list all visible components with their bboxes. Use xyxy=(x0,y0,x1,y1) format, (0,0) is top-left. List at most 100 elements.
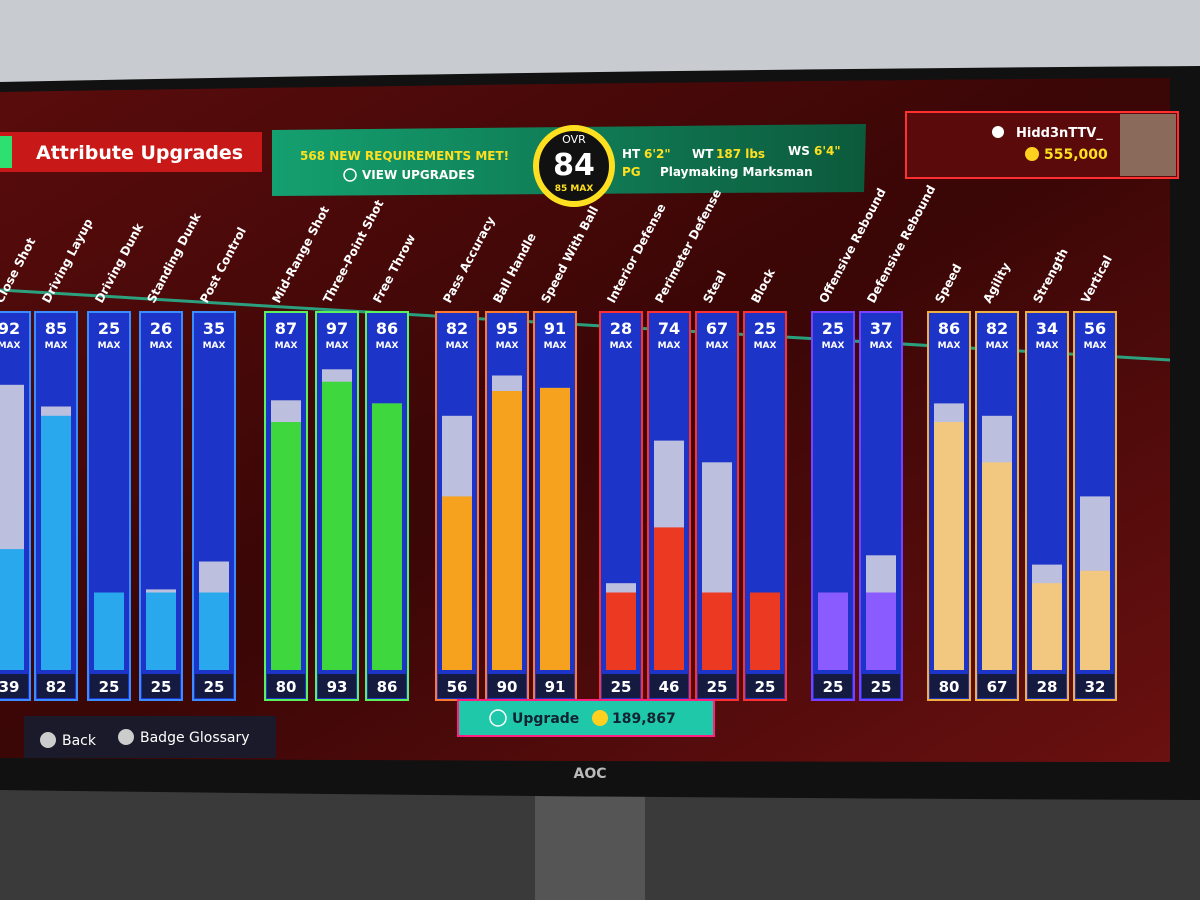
current-box xyxy=(930,674,968,698)
max-label: MAX xyxy=(376,341,399,351)
current-fill xyxy=(146,592,176,670)
current-value: 25 xyxy=(99,678,120,696)
current-box xyxy=(318,674,356,698)
current-box xyxy=(978,674,1016,698)
title-tab xyxy=(0,132,262,172)
current-fill xyxy=(702,592,732,670)
button-icon xyxy=(489,709,507,727)
monitor-stand xyxy=(535,780,645,900)
max-label: MAX xyxy=(822,341,845,351)
wt-value: 187 lbs xyxy=(716,147,765,161)
ws-value: 6'4" xyxy=(814,144,841,158)
current-value: 46 xyxy=(659,678,680,696)
max-value: 85 xyxy=(45,319,67,338)
max-value: 67 xyxy=(706,319,728,338)
max-value: 95 xyxy=(496,319,518,338)
current-fill xyxy=(866,592,896,670)
max-value: 25 xyxy=(822,319,844,338)
max-value: 86 xyxy=(938,319,960,338)
max-value: 25 xyxy=(98,319,120,338)
current-fill xyxy=(372,403,402,670)
current-fill xyxy=(199,592,229,670)
current-value: 25 xyxy=(755,678,776,696)
current-box xyxy=(746,674,784,698)
max-label: MAX xyxy=(986,341,1009,351)
current-value: 67 xyxy=(987,678,1008,696)
max-value: 35 xyxy=(203,319,225,338)
max-label: MAX xyxy=(150,341,173,351)
max-value: 86 xyxy=(376,319,398,338)
vc-balance: 555,000 xyxy=(1044,147,1108,163)
position: PG xyxy=(622,165,641,179)
upgrade-button[interactable] xyxy=(457,699,715,737)
ovr-label: OVR xyxy=(562,133,586,146)
current-fill xyxy=(982,462,1012,670)
title-accent xyxy=(0,136,12,168)
current-value: 93 xyxy=(327,678,348,696)
current-value: 25 xyxy=(151,678,172,696)
current-fill xyxy=(442,496,472,670)
max-label: MAX xyxy=(45,341,68,351)
upgrade-cost: 189,867 xyxy=(612,711,676,727)
max-label: MAX xyxy=(1036,341,1059,351)
max-label: MAX xyxy=(275,341,298,351)
max-value: 74 xyxy=(658,319,680,338)
current-box xyxy=(195,674,233,698)
current-value: 56 xyxy=(447,678,468,696)
current-value: 25 xyxy=(871,678,892,696)
platform-icon xyxy=(992,126,1004,138)
current-value: 32 xyxy=(1085,678,1106,696)
ovr-badge xyxy=(533,125,615,207)
max-value: 37 xyxy=(870,319,892,338)
current-fill xyxy=(818,592,848,670)
ht-label: HT xyxy=(622,147,641,161)
button-icon xyxy=(118,729,134,745)
wt-label: WT xyxy=(692,147,714,161)
max-label: MAX xyxy=(1084,341,1107,351)
current-value: 80 xyxy=(276,678,297,696)
current-box xyxy=(862,674,900,698)
max-label: MAX xyxy=(544,341,567,351)
upgrade-label[interactable]: Upgrade xyxy=(512,711,579,727)
ht-value: 6'2" xyxy=(644,147,671,161)
max-value: 56 xyxy=(1084,319,1106,338)
max-value: 91 xyxy=(544,319,566,338)
current-fill xyxy=(750,592,780,670)
current-value: 80 xyxy=(939,678,960,696)
current-fill xyxy=(271,422,301,670)
max-value: 82 xyxy=(986,319,1008,338)
current-box xyxy=(814,674,852,698)
current-box xyxy=(698,674,736,698)
max-label: MAX xyxy=(203,341,226,351)
current-fill xyxy=(492,391,522,670)
max-label: MAX xyxy=(496,341,519,351)
current-box xyxy=(602,674,640,698)
view-upgrades[interactable]: VIEW UPGRADES xyxy=(362,168,475,182)
max-value: 87 xyxy=(275,319,297,338)
page-title: Attribute Upgrades xyxy=(36,142,243,164)
monitor-brand: AOC xyxy=(573,766,606,782)
current-fill xyxy=(1032,583,1062,670)
current-fill xyxy=(540,387,570,670)
username: Hidd3nTTV_ xyxy=(1016,126,1103,141)
max-value: 97 xyxy=(326,319,348,338)
current-box xyxy=(650,674,688,698)
ws-label: WS xyxy=(788,144,810,158)
ovr-value: 84 xyxy=(553,148,595,183)
vc-icon xyxy=(1025,147,1039,161)
current-value: 39 xyxy=(0,678,19,696)
current-box xyxy=(488,674,526,698)
archetype: Playmaking Marksman xyxy=(660,165,813,179)
badge-glossary-button[interactable]: Badge Glossary xyxy=(140,730,250,746)
back-button[interactable]: Back xyxy=(62,733,97,749)
footer-nav xyxy=(24,716,276,758)
current-fill xyxy=(94,592,124,670)
requirements-text[interactable]: 568 NEW REQUIREMENTS MET! xyxy=(300,149,509,163)
current-value: 91 xyxy=(545,678,566,696)
max-value: 82 xyxy=(446,319,468,338)
vc-icon xyxy=(592,710,608,726)
max-label: MAX xyxy=(610,341,633,351)
button-icon xyxy=(343,168,357,182)
